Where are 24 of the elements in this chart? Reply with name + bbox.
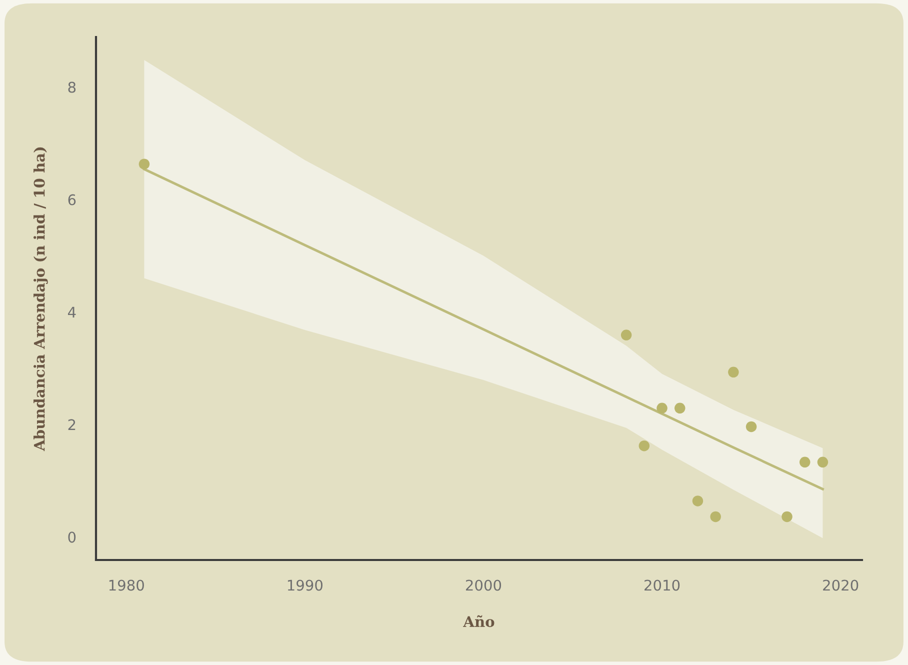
x-tick-label: 2000	[466, 580, 502, 591]
x-tick-label: 1990	[288, 580, 322, 591]
point	[799, 456, 810, 468]
point	[656, 402, 668, 414]
point	[638, 440, 650, 452]
x-tick-label: 2010	[644, 580, 680, 591]
point	[782, 511, 792, 522]
point	[710, 511, 721, 522]
x-tick-label: 1980	[109, 580, 144, 591]
x-axis-title: Año	[463, 615, 494, 628]
point	[138, 158, 150, 170]
y-tick-label: 4	[68, 306, 76, 318]
point	[674, 402, 686, 414]
y-tick-label: 0	[68, 532, 76, 543]
point	[746, 421, 757, 432]
y-axis-title: Abundancia Arrendajo (n ind / 10 ha)	[34, 147, 48, 452]
y-tick-label: 8	[68, 82, 76, 93]
y-tick-label: 2	[68, 419, 76, 430]
point	[817, 456, 828, 468]
y-tick-label: 6	[68, 194, 76, 206]
x-tick-label: 2020	[823, 580, 858, 591]
point	[692, 496, 704, 506]
point	[620, 330, 632, 340]
point	[728, 366, 739, 378]
